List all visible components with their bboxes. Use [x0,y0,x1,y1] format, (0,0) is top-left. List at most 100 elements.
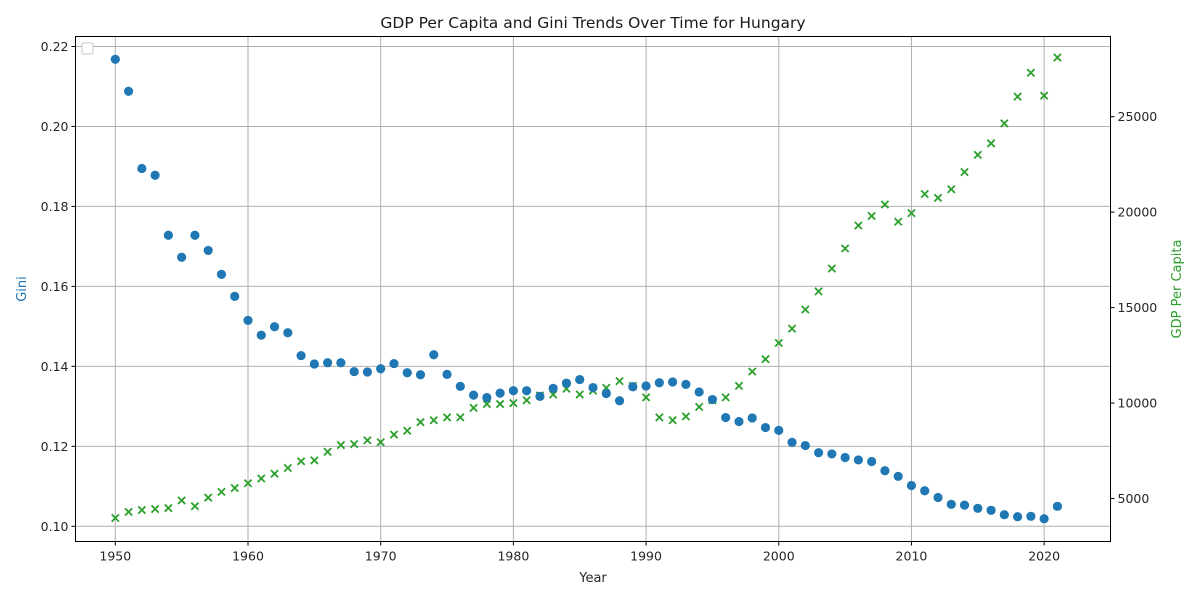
gdp-point [456,413,465,422]
gdp-point [469,403,478,413]
gdp-point [827,264,837,273]
x-tick-label: 1970 [365,549,397,564]
gini-point [216,269,227,280]
gini-point [1013,512,1023,522]
gdp-point [376,437,385,447]
gini-point [349,366,359,377]
gdp-point [509,398,518,408]
x-tick-label: 1980 [497,549,529,564]
gini-point [893,471,903,481]
gdp-point [668,416,677,425]
y-right-tick-label: 20000 [1118,205,1158,220]
x-tick-label: 1990 [630,549,662,564]
legend-box [81,42,94,55]
gdp-point [190,501,200,511]
gdp-point [217,487,226,497]
gdp-point [150,504,160,514]
gini-point [548,383,558,393]
gdp-series [111,53,1062,523]
gdp-point [721,393,730,402]
gdp-point [1053,53,1062,62]
y-right-tick-label: 15000 [1118,300,1158,315]
axes: 1950 1960 1970 1980 1990 2000 2010 2020 0.10 0.12… [41,39,1158,564]
gini-point [256,330,266,340]
gdp-point [615,376,624,386]
gdp-point [801,305,810,314]
gini-point [269,322,280,332]
gini-point [840,452,850,463]
gini-point [575,374,585,385]
gdp-point [747,367,757,376]
gini-point [429,350,439,360]
gini-point [243,315,253,325]
gini-point [455,381,465,391]
gini-point [535,391,545,401]
gini-point [376,364,386,374]
gini-point [654,378,664,388]
gini-point [468,390,479,400]
gini-point [362,367,373,377]
gini-point [309,359,319,369]
gini-point [734,416,744,427]
y-left-tick-label: 0.16 [41,279,69,294]
y-left-tick-label: 0.18 [41,199,69,214]
gdp-point [363,436,372,445]
y-axis-right-title: GDP Per Capita [1170,240,1185,339]
gdp-point [893,217,903,226]
gini-point [110,54,120,64]
gdp-point [522,395,531,405]
gini-point [747,413,757,423]
gdp-point [814,287,823,296]
gdp-point [270,469,279,478]
y-left-tick-label: 0.10 [41,519,69,534]
gini-point [707,394,718,405]
gdp-point [283,463,293,473]
gini-point [163,230,173,240]
gdp-point [296,457,306,466]
gdp-point [694,402,704,412]
gdp-point [203,493,213,502]
gdp-point [124,507,133,517]
gini-point [177,252,187,262]
gini-point [760,422,771,433]
gini-point [323,358,333,368]
gini-point [641,381,651,391]
gini-point [800,440,810,451]
gini-point [230,291,240,301]
gini-point [1039,514,1049,524]
gini-point [973,503,983,513]
x-tick-label: 1950 [99,549,131,564]
gini-point [813,448,824,458]
gdp-point [986,139,996,148]
gdp-point [1013,92,1022,101]
gdp-point [933,193,943,203]
grid [75,36,1111,542]
gini-point [137,163,147,174]
gini-point [694,387,704,397]
gdp-point [1026,68,1036,78]
gdp-point [402,426,412,435]
gini-point [787,437,797,447]
gdp-point [429,416,439,425]
gini-point [442,369,452,379]
x-tick-label: 2010 [896,549,928,564]
gdp-point [323,447,332,457]
y-left-tick-label: 0.22 [41,39,69,54]
gdp-point [761,354,770,364]
gdp-point [336,440,346,450]
gini-point [774,425,784,435]
y-axis-left-title: Gini [15,276,30,302]
gdp-point [840,244,850,253]
gini-point [123,86,134,96]
gdp-point [1000,119,1009,128]
plot-frame [75,36,1111,542]
gini-point [681,379,691,389]
gdp-point [389,430,399,439]
gdp-point [310,456,319,465]
gini-point [946,499,956,509]
gini-point [402,368,412,378]
gdp-point [774,338,784,348]
gini-point [495,388,505,398]
gini-point [867,456,877,467]
